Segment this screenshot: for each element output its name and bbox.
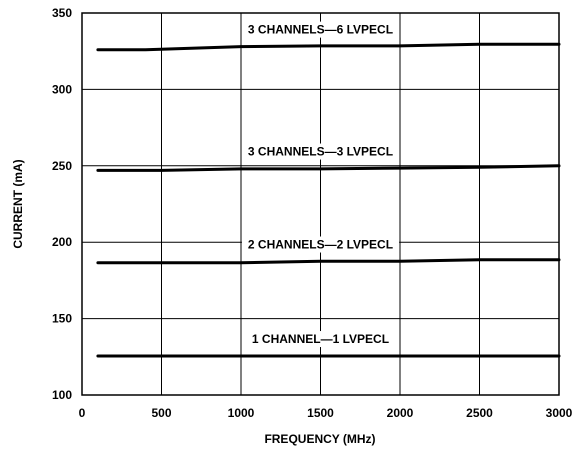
series-label-background	[241, 143, 400, 160]
x-tick-label: 500	[151, 406, 171, 420]
x-tick-label: 2000	[387, 406, 414, 420]
series-label-group-3: 2 CHANNELS—2 LVPECL	[241, 236, 400, 253]
series-label-group-4: 1 CHANNEL—1 LVPECL	[245, 331, 396, 348]
x-tick-label: 1000	[228, 406, 255, 420]
y-tick-label: 300	[52, 82, 72, 96]
y-tick-labels: 100 150 200 250 300 350	[52, 6, 72, 402]
series-label-2: 3 CHANNELS—3 LVPECL	[248, 145, 393, 159]
series-label-background	[241, 21, 400, 38]
series-label-group-2: 3 CHANNELS—3 LVPECL	[241, 143, 400, 160]
series-lines	[96, 42, 561, 358]
series-label-background	[245, 331, 396, 348]
y-tick-label: 100	[52, 388, 72, 402]
x-tick-label: 2500	[466, 406, 493, 420]
x-axis-label: FREQUENCY (MHz)	[264, 432, 375, 446]
x-tick-labels: 0 500 1000 1500 2000 2500 3000	[79, 406, 573, 420]
x-tick-label: 3000	[546, 406, 573, 420]
grid	[82, 13, 559, 395]
series-label-background	[241, 236, 400, 253]
series-labels: 3 CHANNELS—6 LVPECL 3 CHANNELS—3 LVPECL 2 …	[241, 21, 400, 348]
plot-frame	[81, 12, 560, 396]
series-line-2	[96, 164, 561, 172]
y-tick-label: 350	[52, 6, 72, 20]
series-line-3	[96, 258, 561, 265]
y-tick-label: 200	[52, 235, 72, 249]
x-tick-label: 0	[79, 406, 86, 420]
y-axis-label: CURRENT (mA)	[11, 159, 25, 248]
series-label-3: 2 CHANNELS—2 LVPECL	[248, 238, 393, 252]
y-tick-label: 250	[52, 159, 72, 173]
series-label-group-1: 3 CHANNELS—6 LVPECL	[241, 21, 400, 38]
series-label-4: 1 CHANNEL—1 LVPECL	[252, 332, 389, 346]
series-label-1: 3 CHANNELS—6 LVPECL	[248, 23, 393, 37]
y-tick-label: 150	[52, 312, 72, 326]
series-line-1	[96, 42, 561, 52]
x-tick-label: 1500	[307, 406, 334, 420]
